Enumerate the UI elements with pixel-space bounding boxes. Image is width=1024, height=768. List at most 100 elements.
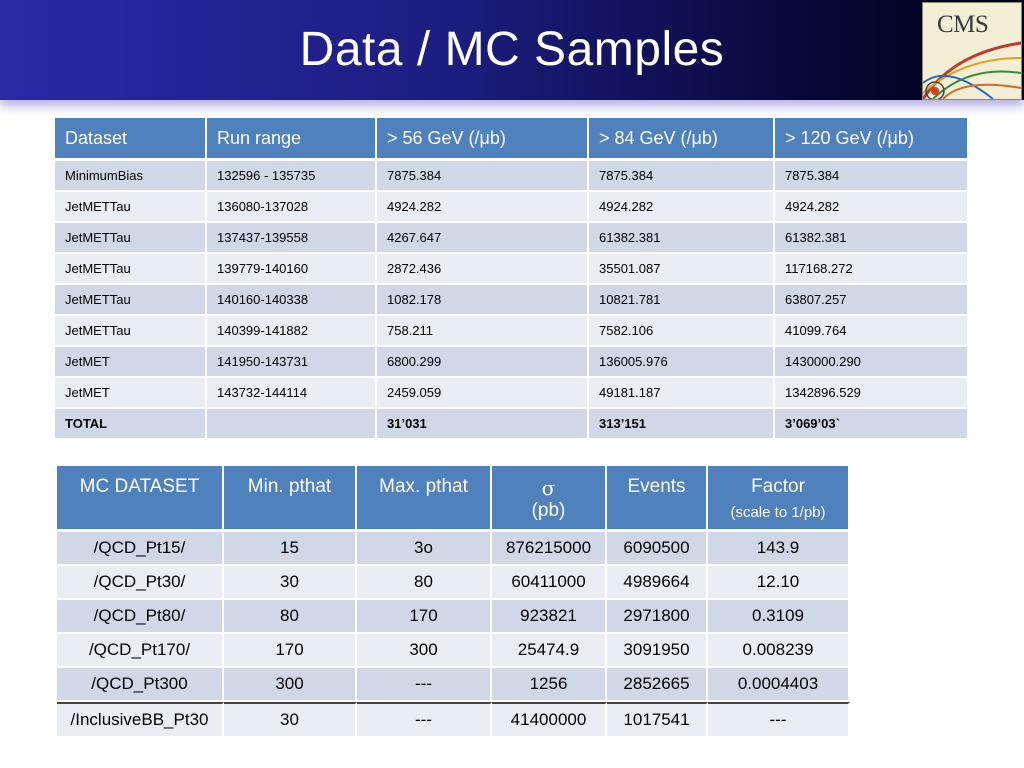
table-row: JetMETTau 140160-140338 1082.178 10821.7… bbox=[55, 285, 969, 316]
cell-dataset: MinimumBias bbox=[55, 161, 207, 192]
data-table: Dataset Run range > 56 GeV (/μb) > 84 Ge… bbox=[55, 118, 969, 440]
table-row: JetMET 143732-144114 2459.059 49181.187 … bbox=[55, 378, 969, 409]
cell-56-gev: 7875.384 bbox=[377, 161, 589, 192]
cell-min-pthat: 30 bbox=[224, 702, 357, 738]
cell-run-range: 143732-144114 bbox=[207, 378, 377, 409]
cell-56-gev: 2459.059 bbox=[377, 378, 589, 409]
cms-logo-text: CMS bbox=[937, 11, 989, 38]
cell-56-gev: 6800.299 bbox=[377, 347, 589, 378]
header-run-range: Run range bbox=[207, 118, 377, 161]
table-row: JetMET 141950-143731 6800.299 136005.976… bbox=[55, 347, 969, 378]
cell-min-pthat: 15 bbox=[224, 532, 357, 566]
header-max-pthat: Max. pthat bbox=[357, 466, 492, 532]
cell-factor: 143.9 bbox=[708, 532, 850, 566]
cell-run-range: 140160-140338 bbox=[207, 285, 377, 316]
cell-mc-dataset: /QCD_Pt170/ bbox=[57, 634, 224, 668]
table-row: JetMETTau 137437-139558 4267.647 61382.3… bbox=[55, 223, 969, 254]
sigma-symbol: σ bbox=[541, 476, 556, 500]
cell-max-pthat: --- bbox=[357, 668, 492, 702]
cell-factor: --- bbox=[708, 702, 850, 738]
cell-dataset: JetMETTau bbox=[55, 285, 207, 316]
cell-dataset: JetMETTau bbox=[55, 316, 207, 347]
cell-max-pthat: --- bbox=[357, 702, 492, 738]
table-row: /QCD_Pt300 300 --- 1256 2852665 0.000440… bbox=[57, 668, 850, 702]
cell-max-pthat: 300 bbox=[357, 634, 492, 668]
cell-mc-dataset: /QCD_Pt30/ bbox=[57, 566, 224, 600]
cell-total-120-gev: 3’069’03` bbox=[775, 409, 969, 440]
header-sigma: σ (pb) bbox=[492, 466, 607, 532]
cell-events: 3091950 bbox=[607, 634, 708, 668]
cell-56-gev: 1082.178 bbox=[377, 285, 589, 316]
factor-sublabel: (scale to 1/pb) bbox=[730, 504, 826, 521]
cell-120-gev: 63807.257 bbox=[775, 285, 969, 316]
data-table-header-row: Dataset Run range > 56 GeV (/μb) > 84 Ge… bbox=[55, 118, 969, 161]
cell-dataset: JetMETTau bbox=[55, 192, 207, 223]
cell-total-label: TOTAL bbox=[55, 409, 207, 440]
cell-sigma: 1256 bbox=[492, 668, 607, 702]
table-row: /InclusiveBB_Pt30 30 --- 41400000 101754… bbox=[57, 702, 850, 738]
cell-120-gev: 41099.764 bbox=[775, 316, 969, 347]
cell-run-range: 132596 - 135735 bbox=[207, 161, 377, 192]
cell-max-pthat: 3o bbox=[357, 532, 492, 566]
factor-label: Factor bbox=[751, 476, 805, 497]
cell-total-84-gev: 313’151 bbox=[589, 409, 775, 440]
table-row: /QCD_Pt30/ 30 80 60411000 4989664 12.10 bbox=[57, 566, 850, 600]
cell-mc-dataset: /InclusiveBB_Pt30 bbox=[57, 702, 224, 738]
cell-120-gev: 1430000.290 bbox=[775, 347, 969, 378]
cell-min-pthat: 80 bbox=[224, 600, 357, 634]
cell-mc-dataset: /QCD_Pt15/ bbox=[57, 532, 224, 566]
table-row: JetMETTau 139779-140160 2872.436 35501.0… bbox=[55, 254, 969, 285]
cell-84-gev: 10821.781 bbox=[589, 285, 775, 316]
slide-title: Data / MC Samples bbox=[299, 23, 725, 76]
header-84-gev: > 84 GeV (/μb) bbox=[589, 118, 775, 161]
cell-total-56-gev: 31’031 bbox=[377, 409, 589, 440]
cell-min-pthat: 300 bbox=[224, 668, 357, 702]
table-row: JetMETTau 136080-137028 4924.282 4924.28… bbox=[55, 192, 969, 223]
cell-max-pthat: 80 bbox=[357, 566, 492, 600]
cell-120-gev: 4924.282 bbox=[775, 192, 969, 223]
header-mc-dataset: MC DATASET bbox=[57, 466, 224, 532]
cell-run-range: 137437-139558 bbox=[207, 223, 377, 254]
header-min-pthat: Min. pthat bbox=[224, 466, 357, 532]
cell-mc-dataset: /QCD_Pt80/ bbox=[57, 600, 224, 634]
cell-sigma: 60411000 bbox=[492, 566, 607, 600]
cell-events: 1017541 bbox=[607, 702, 708, 738]
table-row: /QCD_Pt15/ 15 3o 876215000 6090500 143.9 bbox=[57, 532, 850, 566]
header-events: Events bbox=[607, 466, 708, 532]
cell-events: 2852665 bbox=[607, 668, 708, 702]
cell-84-gev: 35501.087 bbox=[589, 254, 775, 285]
cell-56-gev: 2872.436 bbox=[377, 254, 589, 285]
cell-84-gev: 136005.976 bbox=[589, 347, 775, 378]
cell-mc-dataset: /QCD_Pt300 bbox=[57, 668, 224, 702]
cell-events: 6090500 bbox=[607, 532, 708, 566]
cell-min-pthat: 30 bbox=[224, 566, 357, 600]
cell-total-run-range bbox=[207, 409, 377, 440]
header-dataset: Dataset bbox=[55, 118, 207, 161]
cell-56-gev: 4267.647 bbox=[377, 223, 589, 254]
cms-logo-graphic bbox=[923, 41, 1021, 99]
cell-120-gev: 1342896.529 bbox=[775, 378, 969, 409]
cell-factor: 0.0004403 bbox=[708, 668, 850, 702]
header-factor: Factor (scale to 1/pb) bbox=[708, 466, 850, 532]
cell-dataset: JetMET bbox=[55, 347, 207, 378]
cell-dataset: JetMETTau bbox=[55, 223, 207, 254]
cell-sigma: 876215000 bbox=[492, 532, 607, 566]
cell-56-gev: 4924.282 bbox=[377, 192, 589, 223]
cell-run-range: 141950-143731 bbox=[207, 347, 377, 378]
cell-sigma: 25474.9 bbox=[492, 634, 607, 668]
cell-events: 2971800 bbox=[607, 600, 708, 634]
cell-factor: 12.10 bbox=[708, 566, 850, 600]
mc-table: MC DATASET Min. pthat Max. pthat σ (pb) … bbox=[57, 466, 850, 738]
cell-factor: 0.008239 bbox=[708, 634, 850, 668]
cell-dataset: JetMET bbox=[55, 378, 207, 409]
cell-84-gev: 4924.282 bbox=[589, 192, 775, 223]
header-56-gev: > 56 GeV (/μb) bbox=[377, 118, 589, 161]
total-row: TOTAL 31’031 313’151 3’069’03` bbox=[55, 409, 969, 440]
cell-56-gev: 758.211 bbox=[377, 316, 589, 347]
mc-table-header-row: MC DATASET Min. pthat Max. pthat σ (pb) … bbox=[57, 466, 850, 532]
cell-sigma: 923821 bbox=[492, 600, 607, 634]
cell-84-gev: 49181.187 bbox=[589, 378, 775, 409]
cell-84-gev: 7582.106 bbox=[589, 316, 775, 347]
cell-run-range: 140399-141882 bbox=[207, 316, 377, 347]
cell-max-pthat: 170 bbox=[357, 600, 492, 634]
